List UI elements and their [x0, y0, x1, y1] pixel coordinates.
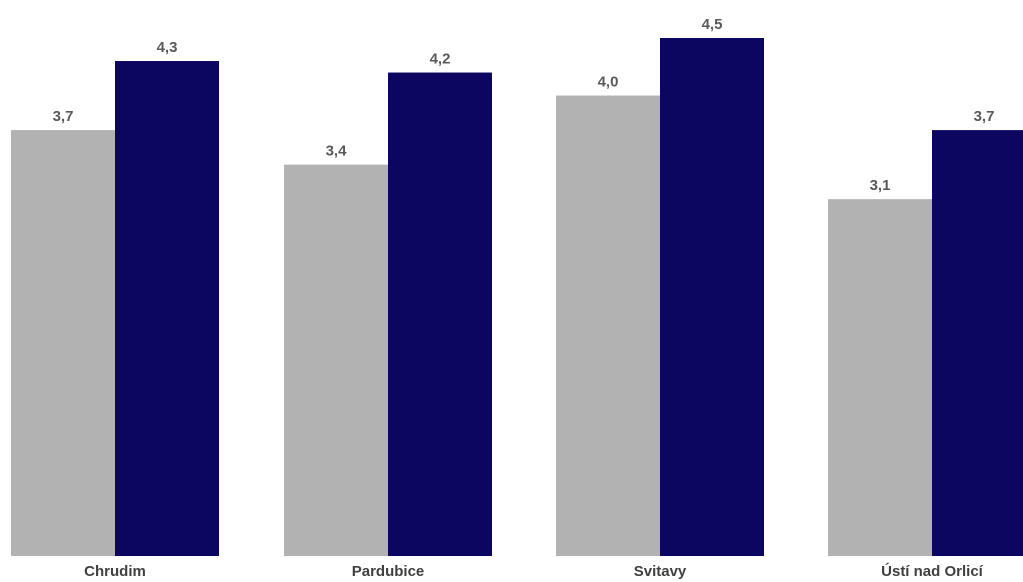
bar-pardubice-series-1	[284, 164, 388, 556]
category-labels-group: Chrudim Pardubice Svitavy Ústí nad Orlicí	[84, 562, 984, 580]
value-label: 4,2	[430, 51, 451, 68]
category-label: Ústí nad Orlicí	[881, 562, 984, 580]
category-label: Pardubice	[352, 563, 425, 580]
bar-svitavy-series-1	[556, 95, 660, 557]
value-label: 3,4	[326, 143, 348, 160]
bars-group	[11, 38, 1023, 557]
bar-chrudim-series-1	[11, 130, 115, 557]
bar--st-nad-orlic--series-2	[932, 130, 1023, 557]
bar-chrudim-series-2	[115, 61, 219, 557]
category-label: Chrudim	[84, 563, 146, 580]
bar--st-nad-orlic--series-1	[828, 199, 932, 556]
category-label: Svitavy	[634, 563, 687, 580]
value-label: 4,5	[702, 16, 723, 33]
value-label: 3,7	[974, 108, 995, 125]
value-labels-group: 3,7 4,3 3,4 4,2 4,0 4,5 3,1 3,7	[53, 16, 995, 194]
value-label: 3,7	[53, 108, 74, 125]
value-label: 4,3	[157, 39, 178, 56]
bar-pardubice-series-2	[388, 72, 492, 557]
value-label: 4,0	[598, 74, 619, 91]
bar-svitavy-series-2	[660, 38, 764, 556]
value-label: 3,1	[870, 177, 891, 194]
